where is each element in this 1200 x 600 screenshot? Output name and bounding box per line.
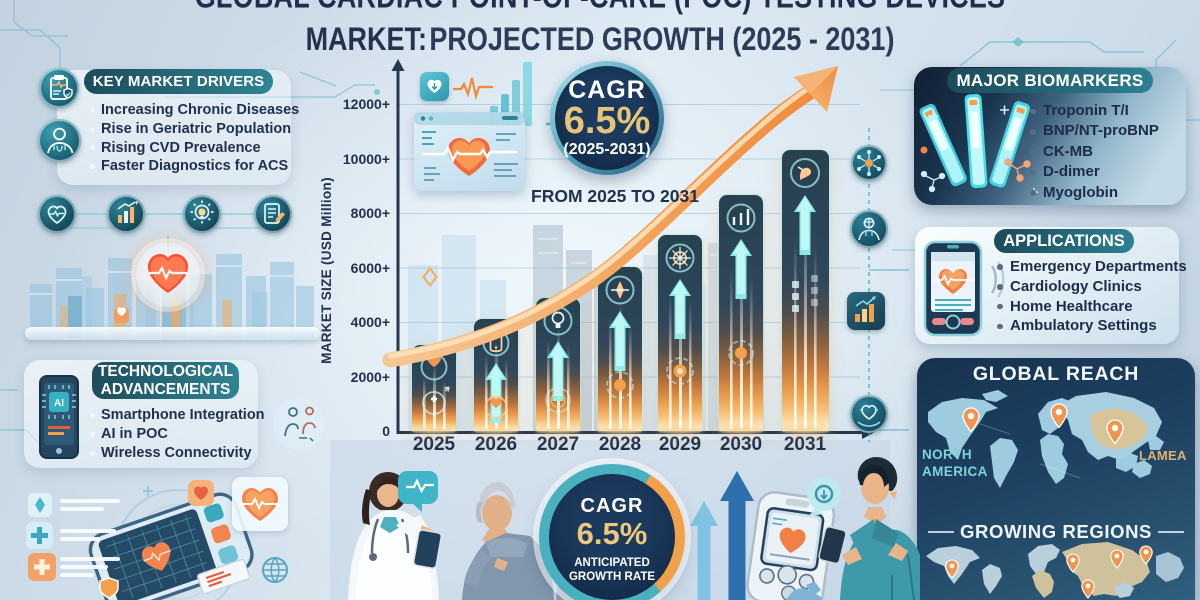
svg-text:AI: AI xyxy=(54,398,64,409)
